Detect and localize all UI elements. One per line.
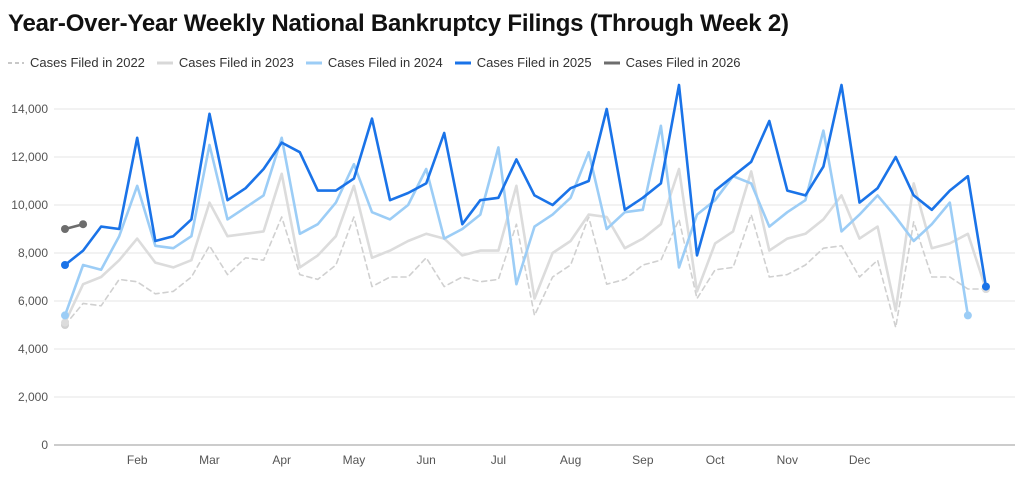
y-tick-label: 4,000 xyxy=(18,342,48,356)
legend-label-2026: Cases Filed in 2026 xyxy=(625,55,741,70)
x-tick-label-apr: Apr xyxy=(272,453,291,467)
x-tick-label-mar: Mar xyxy=(199,453,220,467)
legend-label-2022: Cases Filed in 2022 xyxy=(30,55,145,70)
series-line-2023[interactable] xyxy=(63,167,988,324)
x-tick-label-dec: Dec xyxy=(849,453,870,467)
x-tick-label-feb: Feb xyxy=(127,453,148,467)
legend-label-2024: Cases Filed in 2024 xyxy=(327,55,443,70)
legend-swatch-2025 xyxy=(454,61,471,64)
legend-label-2023: Cases Filed in 2023 xyxy=(178,55,294,70)
series-2026 xyxy=(61,220,88,233)
legend-swatch-2023 xyxy=(156,61,173,64)
y-tick-label: 12,000 xyxy=(11,150,48,164)
legend-swatch-2026 xyxy=(603,61,620,64)
series-marker-2025-0[interactable] xyxy=(61,261,69,269)
series-marker-2024-0[interactable] xyxy=(61,311,69,320)
chart-legend: Cases Filed in 2022 Cases Filed in 2023 … xyxy=(8,55,741,70)
legend-item-2026[interactable]: Cases Filed in 2026 xyxy=(603,55,741,70)
series-2024 xyxy=(61,124,972,320)
series-marker-2025-1[interactable] xyxy=(981,282,990,291)
x-tick-label-jul: Jul xyxy=(491,453,506,467)
x-tick-label-jun: Jun xyxy=(416,453,435,467)
series-line-2022[interactable] xyxy=(64,213,987,329)
series-lines xyxy=(61,83,990,329)
chart-title: Year-Over-Year Weekly National Bankruptc… xyxy=(8,10,789,37)
y-tick-label: 8,000 xyxy=(18,246,48,260)
y-tick-label: 10,000 xyxy=(11,198,48,212)
legend-item-2023[interactable]: Cases Filed in 2023 xyxy=(156,55,294,70)
series-line-2024[interactable] xyxy=(63,124,970,317)
x-tick-label-oct: Oct xyxy=(706,453,725,467)
x-tick-label-nov: Nov xyxy=(777,453,798,467)
series-marker-2023-0[interactable] xyxy=(61,318,69,327)
legend-item-2022[interactable]: Cases Filed in 2022 xyxy=(8,55,145,70)
y-tick-label: 6,000 xyxy=(18,294,48,308)
series-2025 xyxy=(61,83,990,291)
y-tick-label: 2,000 xyxy=(18,390,48,404)
y-tick-label: 0 xyxy=(41,438,48,452)
grid-lines xyxy=(54,108,1015,446)
y-axis-ticks: 0 2,000 4,000 6,000 8,000 10,000 12,000 14,000 xyxy=(11,102,48,452)
legend-label-2025: Cases Filed in 2025 xyxy=(476,55,592,70)
x-axis-ticks: Feb Mar Apr May Jun Jul Aug Sep Oct Nov Dec xyxy=(127,453,870,467)
series-line-2025[interactable] xyxy=(63,83,988,288)
legend-swatch-2022 xyxy=(8,61,24,64)
series-marker-2026-1[interactable] xyxy=(79,220,88,229)
series-2023 xyxy=(61,167,990,327)
x-tick-label-sep: Sep xyxy=(632,453,654,467)
y-tick-label: 14,000 xyxy=(11,102,48,116)
legend-swatch-2024 xyxy=(305,61,322,64)
series-marker-2024-1[interactable] xyxy=(963,311,972,320)
legend-item-2025[interactable]: Cases Filed in 2025 xyxy=(454,55,592,70)
legend-item-2024[interactable]: Cases Filed in 2024 xyxy=(305,55,443,70)
x-tick-label-may: May xyxy=(343,453,366,467)
series-marker-2026-0[interactable] xyxy=(61,225,69,233)
x-tick-label-aug: Aug xyxy=(560,453,581,467)
